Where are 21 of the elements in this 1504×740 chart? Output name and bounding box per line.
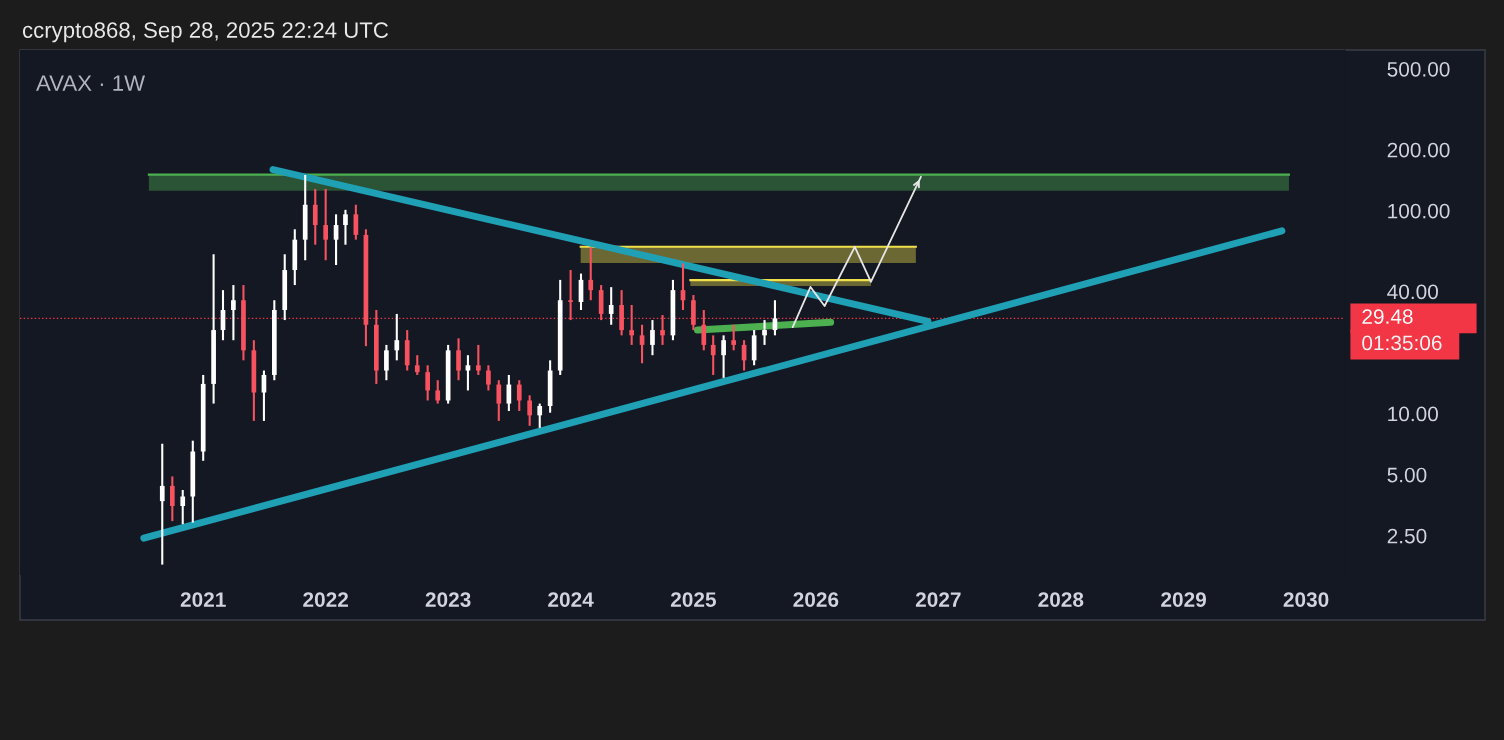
x-tick-label: 2025 — [670, 592, 716, 607]
y-tick-label: 500.00 — [1387, 61, 1450, 77]
y-tick-label: 100.00 — [1388, 203, 1450, 219]
ref-line-label: 29.48 — [1362, 309, 1413, 324]
x-tick-label: 2026 — [793, 592, 839, 607]
text: AVAX · 1W — [36, 75, 146, 91]
y-tick-label: 10.00 — [1388, 406, 1438, 422]
y-tick-label: 40.00 — [1387, 284, 1438, 300]
x-tick-label: 2030 — [1283, 592, 1329, 607]
y-tick-label: 2.50 — [1387, 528, 1427, 544]
chart-title: ccrypto868, Sep 28, 2025 22:24 UTC — [22, 22, 389, 43]
x-tick-label: 2024 — [548, 592, 594, 607]
x-tick-label: 2028 — [1038, 592, 1084, 607]
x-tick-label: 2023 — [425, 592, 471, 607]
x-tick-label: 2022 — [303, 592, 349, 607]
y-tick-label: 5.00 — [1387, 467, 1427, 483]
x-tick-label: 2021 — [180, 592, 226, 607]
x-tick-label: 2027 — [915, 592, 961, 607]
text: 01:35:06 — [1362, 335, 1442, 351]
x-tick-label: 2029 — [1161, 592, 1207, 607]
y-tick-label: 200.00 — [1387, 142, 1450, 158]
